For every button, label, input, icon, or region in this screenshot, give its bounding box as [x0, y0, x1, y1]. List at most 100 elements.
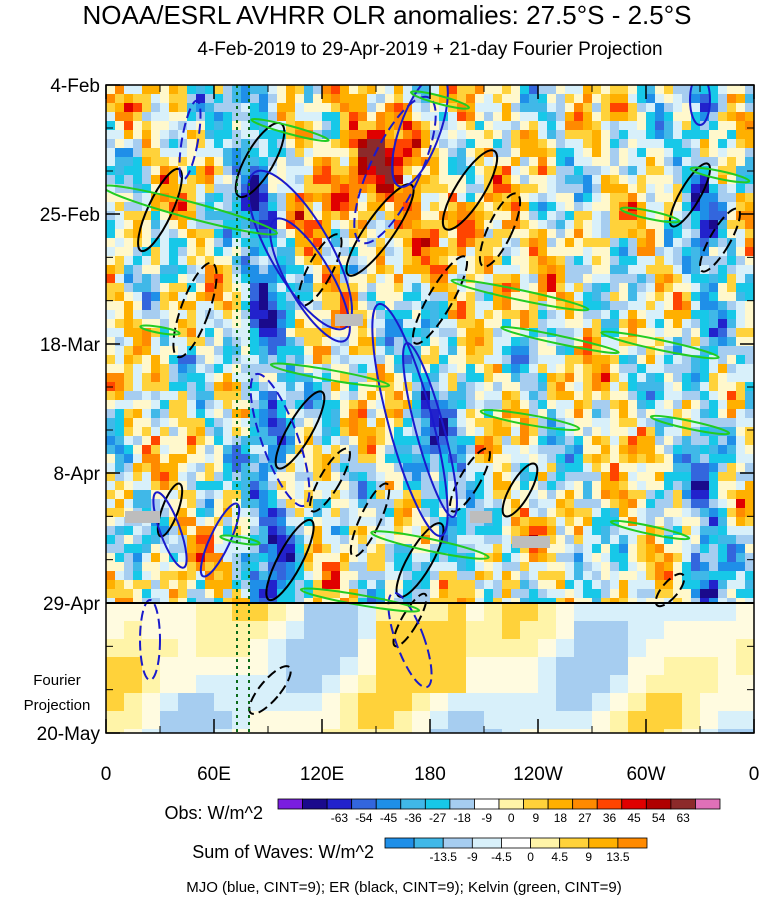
heat-cell [187, 247, 196, 256]
heat-cell [268, 103, 277, 112]
heat-cell [691, 130, 700, 139]
heat-cell [205, 436, 214, 445]
heat-cell [457, 463, 466, 472]
heat-cell [484, 202, 493, 211]
heat-cell [169, 337, 178, 346]
heat-cell [583, 472, 592, 481]
heat-cell [439, 571, 448, 580]
heat-cell [232, 526, 241, 535]
heat-cell [259, 193, 268, 202]
heat-cell [709, 184, 718, 193]
heat-cell [340, 400, 349, 409]
heat-cell [124, 319, 133, 328]
heat-cell [691, 175, 700, 184]
heat-cell [133, 274, 142, 283]
heat-cell [259, 139, 268, 148]
heat-cell [286, 256, 295, 265]
heat-cell [268, 283, 277, 292]
heat-cell [484, 292, 493, 301]
heat-cell [700, 562, 709, 571]
heat-cell [610, 220, 619, 229]
heat-cell [385, 526, 394, 535]
heat-cell [268, 481, 277, 490]
heat-cell [691, 481, 700, 490]
heat-cell [394, 283, 403, 292]
heat-cell [646, 693, 664, 711]
heat-cell [646, 400, 655, 409]
heat-cell [664, 310, 673, 319]
heat-cell [106, 472, 115, 481]
heat-cell [295, 472, 304, 481]
heat-cell [664, 391, 673, 400]
heat-cell [322, 621, 340, 639]
heat-cell [538, 571, 547, 580]
heat-cell [691, 571, 700, 580]
heat-cell [241, 310, 250, 319]
heat-cell [187, 193, 196, 202]
heat-cell [169, 103, 178, 112]
heat-cell [673, 508, 682, 517]
heat-cell [538, 85, 547, 94]
heat-cell [178, 427, 187, 436]
colorbar-swatch [498, 798, 524, 810]
heat-cell [529, 472, 538, 481]
heat-cell [736, 675, 754, 693]
heat-cell [295, 391, 304, 400]
heat-cell [628, 364, 637, 373]
heat-cell [448, 729, 466, 733]
heat-cell [223, 400, 232, 409]
heat-cell [718, 400, 727, 409]
heat-cell [727, 418, 736, 427]
heat-cell [331, 373, 340, 382]
heat-cell [610, 229, 619, 238]
heat-cell [277, 535, 286, 544]
heat-cell [700, 292, 709, 301]
heat-cell [745, 265, 754, 274]
heat-cell [583, 490, 592, 499]
heat-cell [466, 526, 475, 535]
heat-cell [565, 265, 574, 274]
heat-cell [142, 337, 151, 346]
heat-cell [520, 103, 529, 112]
heat-cell [250, 693, 268, 711]
heat-cell [286, 553, 295, 562]
heat-cell [502, 445, 511, 454]
heat-cell [682, 94, 691, 103]
heat-cell [439, 436, 448, 445]
heat-cell [268, 589, 277, 598]
heat-cell [223, 85, 232, 94]
heat-cell [493, 589, 502, 598]
heat-cell [619, 481, 628, 490]
heat-cell [151, 283, 160, 292]
heat-cell [493, 409, 502, 418]
heat-cell [448, 382, 457, 391]
heat-cell [664, 535, 673, 544]
heat-cell [196, 247, 205, 256]
heat-cell [295, 364, 304, 373]
heat-cell [322, 544, 331, 553]
heat-cell [700, 391, 709, 400]
heat-cell [619, 589, 628, 598]
heat-cell [709, 85, 718, 94]
heat-cell [466, 184, 475, 193]
heat-cell [637, 391, 646, 400]
heat-cell [241, 400, 250, 409]
heat-cell [385, 562, 394, 571]
heat-cell [160, 328, 169, 337]
heat-cell [664, 481, 673, 490]
heat-cell [745, 562, 754, 571]
heat-cell [376, 418, 385, 427]
heat-cell [709, 328, 718, 337]
heat-cell [484, 247, 493, 256]
heat-cell [124, 103, 133, 112]
heat-cell [700, 481, 709, 490]
heat-cell [295, 445, 304, 454]
heat-cell [169, 427, 178, 436]
heat-cell [268, 94, 277, 103]
heat-cell [556, 535, 565, 544]
heat-cell [304, 382, 313, 391]
heat-cell [628, 157, 637, 166]
heat-cell [358, 373, 367, 382]
heat-cell [448, 373, 457, 382]
heat-cell [241, 130, 250, 139]
